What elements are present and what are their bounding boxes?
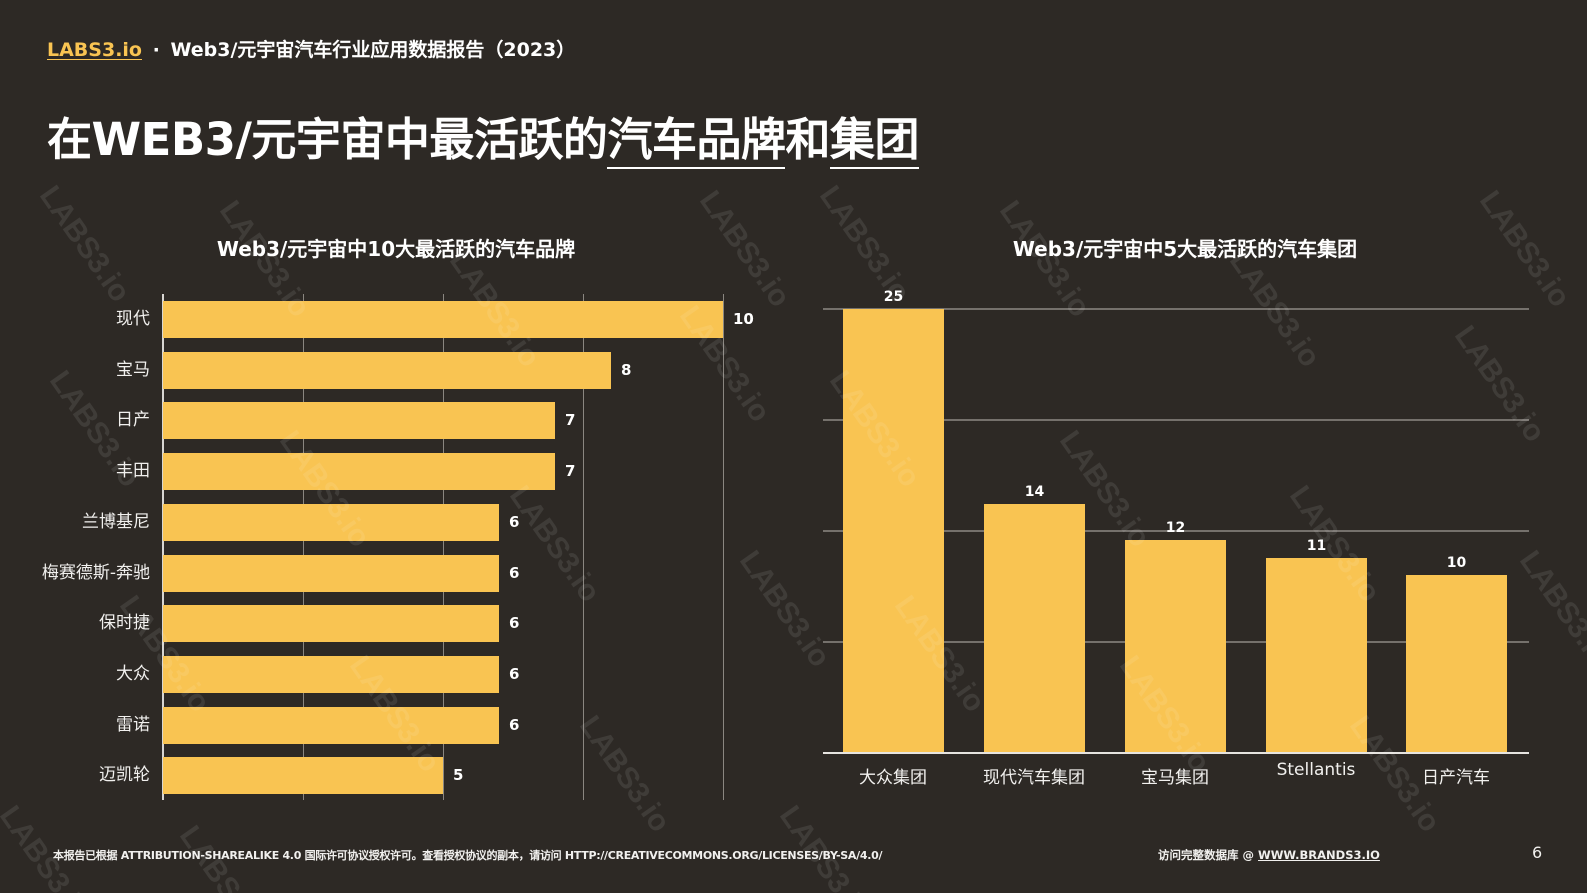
category-label: 兰博基尼 [82,511,150,532]
x-category-label: 现代汽车集团 [983,768,1085,788]
right-chart-title: Web3/元宇宙中5大最活跃的汽车集团 [1012,237,1358,261]
brands-bar-chart: 现代 10 宝马 8 日产 7 丰田 7 兰博基尼 6 梅赛德斯-奔驰 6 保时捷 6 大众 6 雷诺 6 迈凯轮 5 [0,290,790,810]
value-label: 14 [1024,484,1045,501]
category-label: 丰田 [116,461,150,482]
bar-column: 10 [1406,290,1507,753]
groups-bar-chart: 25 大众集团 14 现代汽车集团 12 宝马集团 11 Stellantis 10 日产汽车 [820,289,1540,800]
bar-row: 雷诺 6 [0,706,790,744]
bar [163,351,611,389]
value-label: 12 [1165,519,1186,536]
y-gridline [823,419,1529,421]
database-link[interactable]: WWW.BRANDS3.IO [1258,848,1380,862]
bar-row: 现代 10 [0,301,790,338]
x-category-label: 日产汽车 [1422,768,1490,788]
bar-column: 25 [843,289,944,753]
brand-link[interactable]: LABS3.io [47,39,142,61]
x-gridline [723,294,724,800]
bar [163,655,499,693]
x-gridline [443,294,444,800]
x-category-label: Stellantis [1276,760,1356,780]
license-notice: 本报告已根据 ATTRIBUTION-SHAREALIKE 4.0 国际许可协议… [53,849,883,862]
category-label: 宝马 [116,359,150,380]
bar-row: 兰博基尼 6 [0,503,790,541]
title-part4-underlined: 集团 [829,113,919,169]
value-label: 6 [509,614,520,633]
bar [1406,575,1507,753]
category-label: 保时捷 [99,613,150,634]
header-separator: · [152,39,160,61]
y-gridline [823,530,1529,532]
value-label: 11 [1306,537,1327,554]
title-part3: 和 [785,113,830,166]
bar [1266,557,1367,753]
x-axis-line [823,752,1529,754]
y-gridline [823,308,1529,310]
bar-column: 14 [984,290,1085,753]
bar [163,301,723,338]
value-label: 6 [509,563,520,582]
value-label: 10 [1446,555,1467,572]
value-label: 25 [883,289,904,305]
bar [163,757,443,795]
value-label: 10 [733,310,754,328]
bar-column: 12 [1125,290,1226,753]
database-notice: 访问完整数据库 @ WWW.BRANDS3.IO [1158,847,1380,863]
value-label: 5 [453,766,464,785]
category-label: 迈凯轮 [99,765,150,786]
bar [1125,539,1226,753]
bar [843,309,944,753]
category-label: 雷诺 [116,714,150,735]
bar [163,605,499,643]
bar-column: 11 [1266,290,1367,753]
bar-row: 迈凯轮 5 [0,757,790,795]
value-label: 7 [565,411,576,430]
category-label: 大众 [116,663,150,684]
report-header: LABS3.io · Web3/元宇宙汽车行业应用数据报告（2023） [47,35,575,62]
x-category-label: 大众集团 [859,768,927,788]
database-prefix: 访问完整数据库 @ [1158,848,1255,862]
bar-row: 大众 6 [0,655,790,693]
category-label: 现代 [116,309,150,329]
value-label: 6 [509,715,520,734]
title-part1: 在WEB3/元宇宙中最活跃的 [47,113,608,166]
bar-row: 宝马 8 [0,351,790,389]
bar [163,503,499,541]
bar [163,554,499,592]
left-chart-title: Web3/元宇宙中10大最活跃的汽车品牌 [216,237,576,261]
x-category-label: 宝马集团 [1141,768,1209,788]
bar-row: 保时捷 6 [0,605,790,643]
page-number: 6 [1532,843,1543,862]
x-gridline [583,294,584,800]
bar [163,706,499,744]
x-gridline [303,294,304,800]
value-label: 6 [509,664,520,683]
bar [163,453,555,491]
bar [984,504,1085,753]
report-title: Web3/元宇宙汽车行业应用数据报告（2023） [170,39,576,61]
page-title: 在WEB3/元宇宙中最活跃的汽车品牌和集团 [47,103,919,169]
category-label: 日产 [116,410,150,431]
bar-row: 梅赛德斯-奔驰 6 [0,554,790,592]
value-label: 7 [565,462,576,481]
bar-row: 丰田 7 [0,453,790,491]
value-label: 6 [509,512,520,531]
bar-row: 日产 7 [0,402,790,440]
value-label: 8 [621,360,632,379]
category-label: 梅赛德斯-奔驰 [41,562,150,583]
title-part2-underlined: 汽车品牌 [607,113,786,169]
bar [163,402,555,440]
y-axis-line [162,294,164,800]
